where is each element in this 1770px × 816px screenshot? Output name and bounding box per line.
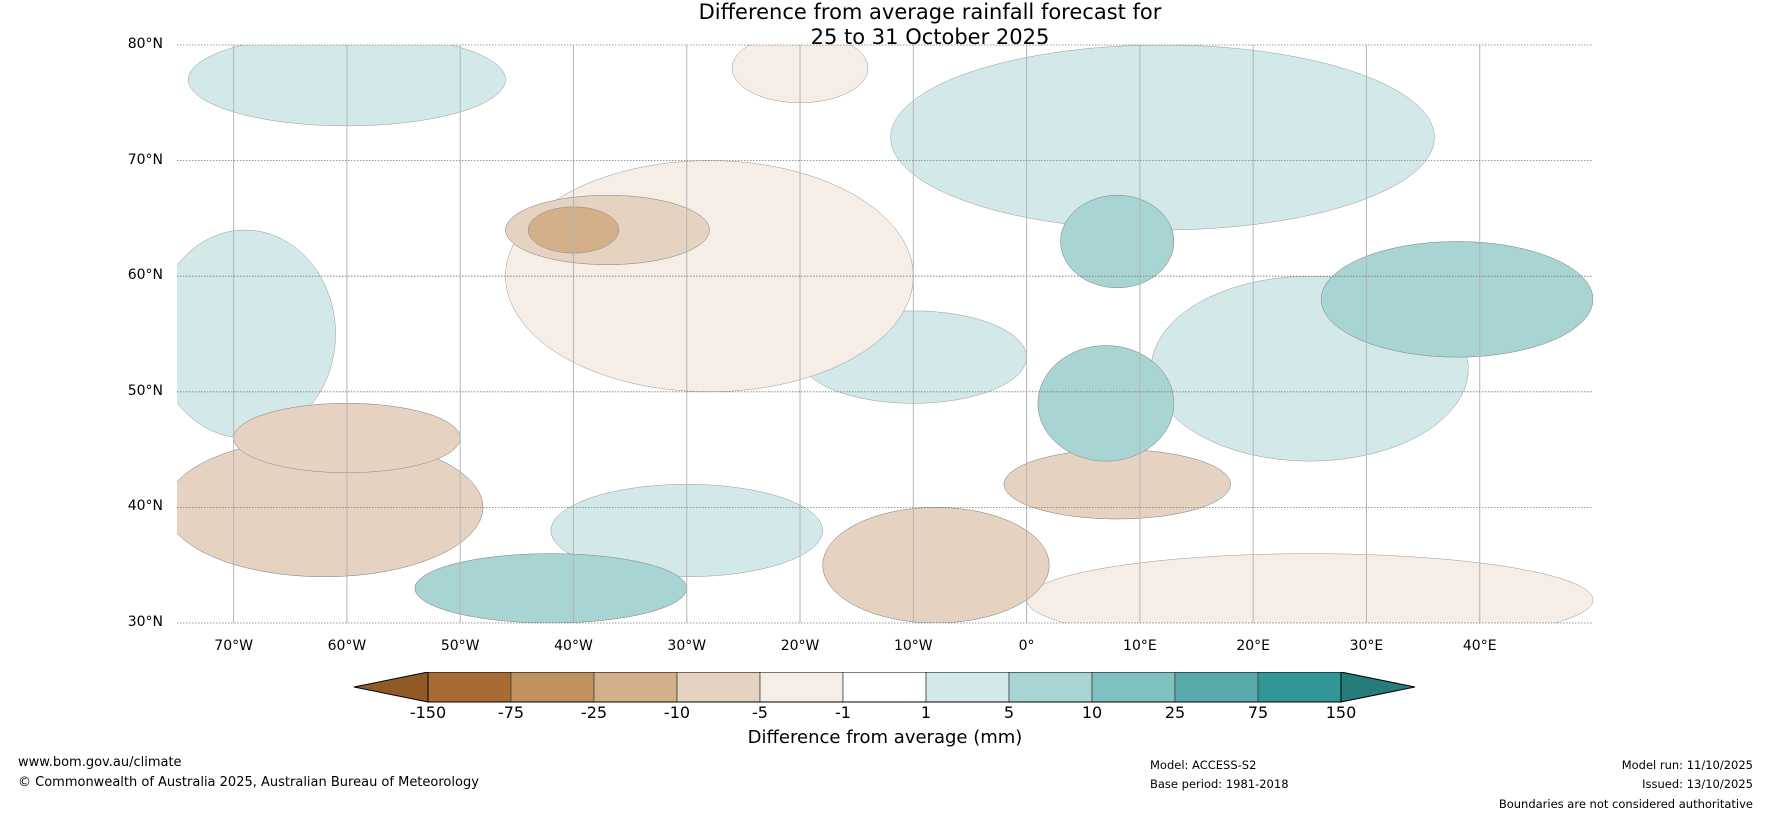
colorbar-low-extend (353, 672, 429, 703)
colorbar-segment (593, 672, 678, 703)
colorbar-segment (427, 672, 512, 703)
lon-label: 10°W (893, 638, 933, 654)
lon-label: 20°W (780, 638, 820, 654)
colorbar-tick-label: 10 (1081, 703, 1103, 722)
colorbar-segment (1257, 672, 1342, 703)
colorbar-segment (1091, 672, 1176, 703)
anomaly-core-subtropical-atlantic (414, 553, 687, 623)
colorbar-label: Difference from average (mm) (747, 727, 1023, 748)
colorbar-tick-label: 1 (920, 703, 932, 722)
anomaly-core-baltic-russia (1320, 241, 1593, 358)
footer-disclaimer: Boundaries are not considered authoritat… (1498, 797, 1753, 811)
anomaly-core-iberia-north-africa (822, 507, 1050, 623)
colorbar-tick-label: 25 (1164, 703, 1186, 722)
anomaly-region-north-africa (1026, 553, 1593, 623)
colorbar-tick-label: 75 (1247, 703, 1269, 722)
lon-label: 50°W (440, 638, 480, 654)
lat-label: 50°N (127, 382, 163, 399)
colorbar-tick-label: -10 (663, 703, 691, 722)
colorbar-tick-label: -1 (835, 703, 851, 722)
colorbar-tick-label: -25 (580, 703, 608, 722)
colorbar-segment (759, 672, 844, 703)
footer-model-run: Model run: 11/10/2025 (1621, 758, 1753, 772)
lat-label: 40°N (127, 498, 163, 515)
lon-label: 20°E (1236, 638, 1270, 654)
title-line-1: Difference from average rainfall forecas… (698, 0, 1162, 24)
colorbar-tick-label: 5 (1003, 703, 1015, 722)
colorbar-high-extend (1340, 672, 1416, 703)
colorbar-tick-label: -75 (497, 703, 525, 722)
footer-copyright: © Commonwealth of Australia 2025, Austra… (18, 775, 479, 790)
lat-label: 70°N (127, 151, 163, 168)
colorbar-tick-label: -5 (752, 703, 768, 722)
lon-label: 10°E (1123, 638, 1157, 654)
colorbar-segment (510, 672, 595, 703)
colorbar-segment (676, 672, 761, 703)
map-title: Difference from average rainfall forecas… (0, 0, 1770, 50)
colorbar-tick-label: 150 (1325, 703, 1357, 722)
footer-base-period: Base period: 1981-2018 (1150, 777, 1289, 791)
lon-label: 30°W (667, 638, 707, 654)
anomaly-region-norwegian-sea-arctic (890, 45, 1435, 231)
lat-label: 80°N (127, 36, 163, 52)
colorbar-tick-label: -150 (409, 703, 447, 722)
lon-label: 60°W (327, 638, 367, 654)
lon-label: 40°E (1462, 638, 1497, 654)
lon-label: 70°W (214, 638, 253, 654)
lon-label: 40°W (554, 638, 593, 654)
lat-label: 30°N (127, 614, 163, 630)
colorbar-segment (1174, 672, 1259, 703)
colorbar-segment (842, 672, 927, 703)
lat-label: 60°N (127, 267, 163, 284)
footer-model: Model: ACCESS-S2 (1150, 758, 1257, 772)
colorbar-segment (925, 672, 1010, 703)
footer-website: www.bom.gov.au/climate (18, 755, 182, 770)
lon-label: 0° (1018, 638, 1035, 654)
anomaly-core-scandinavia-west-coast (1060, 195, 1175, 289)
colorbar-segment (1008, 672, 1093, 703)
anomaly-core-central-europe (1037, 345, 1175, 462)
colorbar (353, 672, 1416, 703)
footer-issued: Issued: 13/10/2025 (1642, 777, 1753, 791)
colorbar-border (427, 672, 1342, 703)
lon-label: 30°E (1349, 638, 1384, 654)
